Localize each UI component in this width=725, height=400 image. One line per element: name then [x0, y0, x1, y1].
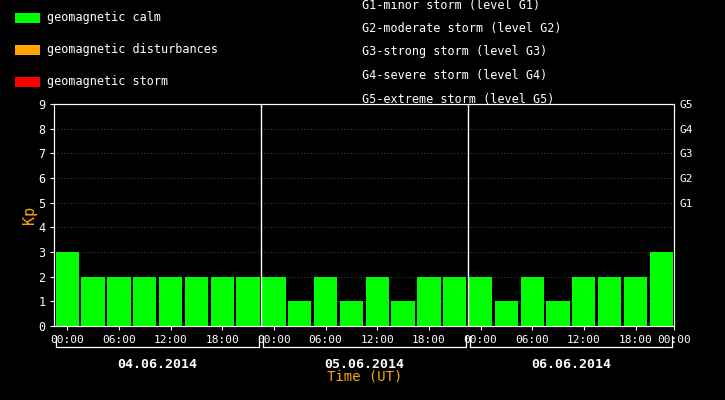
Bar [469, 277, 492, 326]
Bar [14, 13, 40, 23]
Bar [598, 277, 621, 326]
Bar [392, 301, 415, 326]
Bar [236, 277, 260, 326]
Bar [494, 301, 518, 326]
Bar [443, 277, 466, 326]
Bar [650, 252, 673, 326]
Bar [107, 277, 130, 326]
Text: G1-minor storm (level G1): G1-minor storm (level G1) [362, 0, 541, 12]
Bar [56, 252, 79, 326]
Bar [547, 301, 570, 326]
Text: Time (UT): Time (UT) [327, 370, 402, 384]
Bar [521, 277, 544, 326]
Bar [365, 277, 389, 326]
Bar [81, 277, 104, 326]
Bar [211, 277, 234, 326]
Bar [340, 301, 363, 326]
Text: G3-strong storm (level G3): G3-strong storm (level G3) [362, 46, 548, 58]
Bar [572, 277, 595, 326]
Text: geomagnetic calm: geomagnetic calm [47, 12, 161, 24]
Bar [133, 277, 157, 326]
Bar [185, 277, 208, 326]
Bar [159, 277, 182, 326]
Text: G2-moderate storm (level G2): G2-moderate storm (level G2) [362, 22, 562, 35]
Text: G4-severe storm (level G4): G4-severe storm (level G4) [362, 69, 548, 82]
Bar [624, 277, 647, 326]
Text: 06.06.2014: 06.06.2014 [531, 358, 611, 371]
Bar [288, 301, 311, 326]
Bar [418, 277, 441, 326]
Text: geomagnetic disturbances: geomagnetic disturbances [47, 44, 218, 56]
Bar [262, 277, 286, 326]
Bar [14, 77, 40, 87]
Text: geomagnetic storm: geomagnetic storm [47, 76, 168, 88]
Y-axis label: Kp: Kp [22, 206, 37, 224]
Bar [14, 45, 40, 55]
Text: 04.06.2014: 04.06.2014 [117, 358, 198, 371]
Text: 05.06.2014: 05.06.2014 [324, 358, 405, 371]
Text: G5-extreme storm (level G5): G5-extreme storm (level G5) [362, 92, 555, 106]
Bar [314, 277, 337, 326]
